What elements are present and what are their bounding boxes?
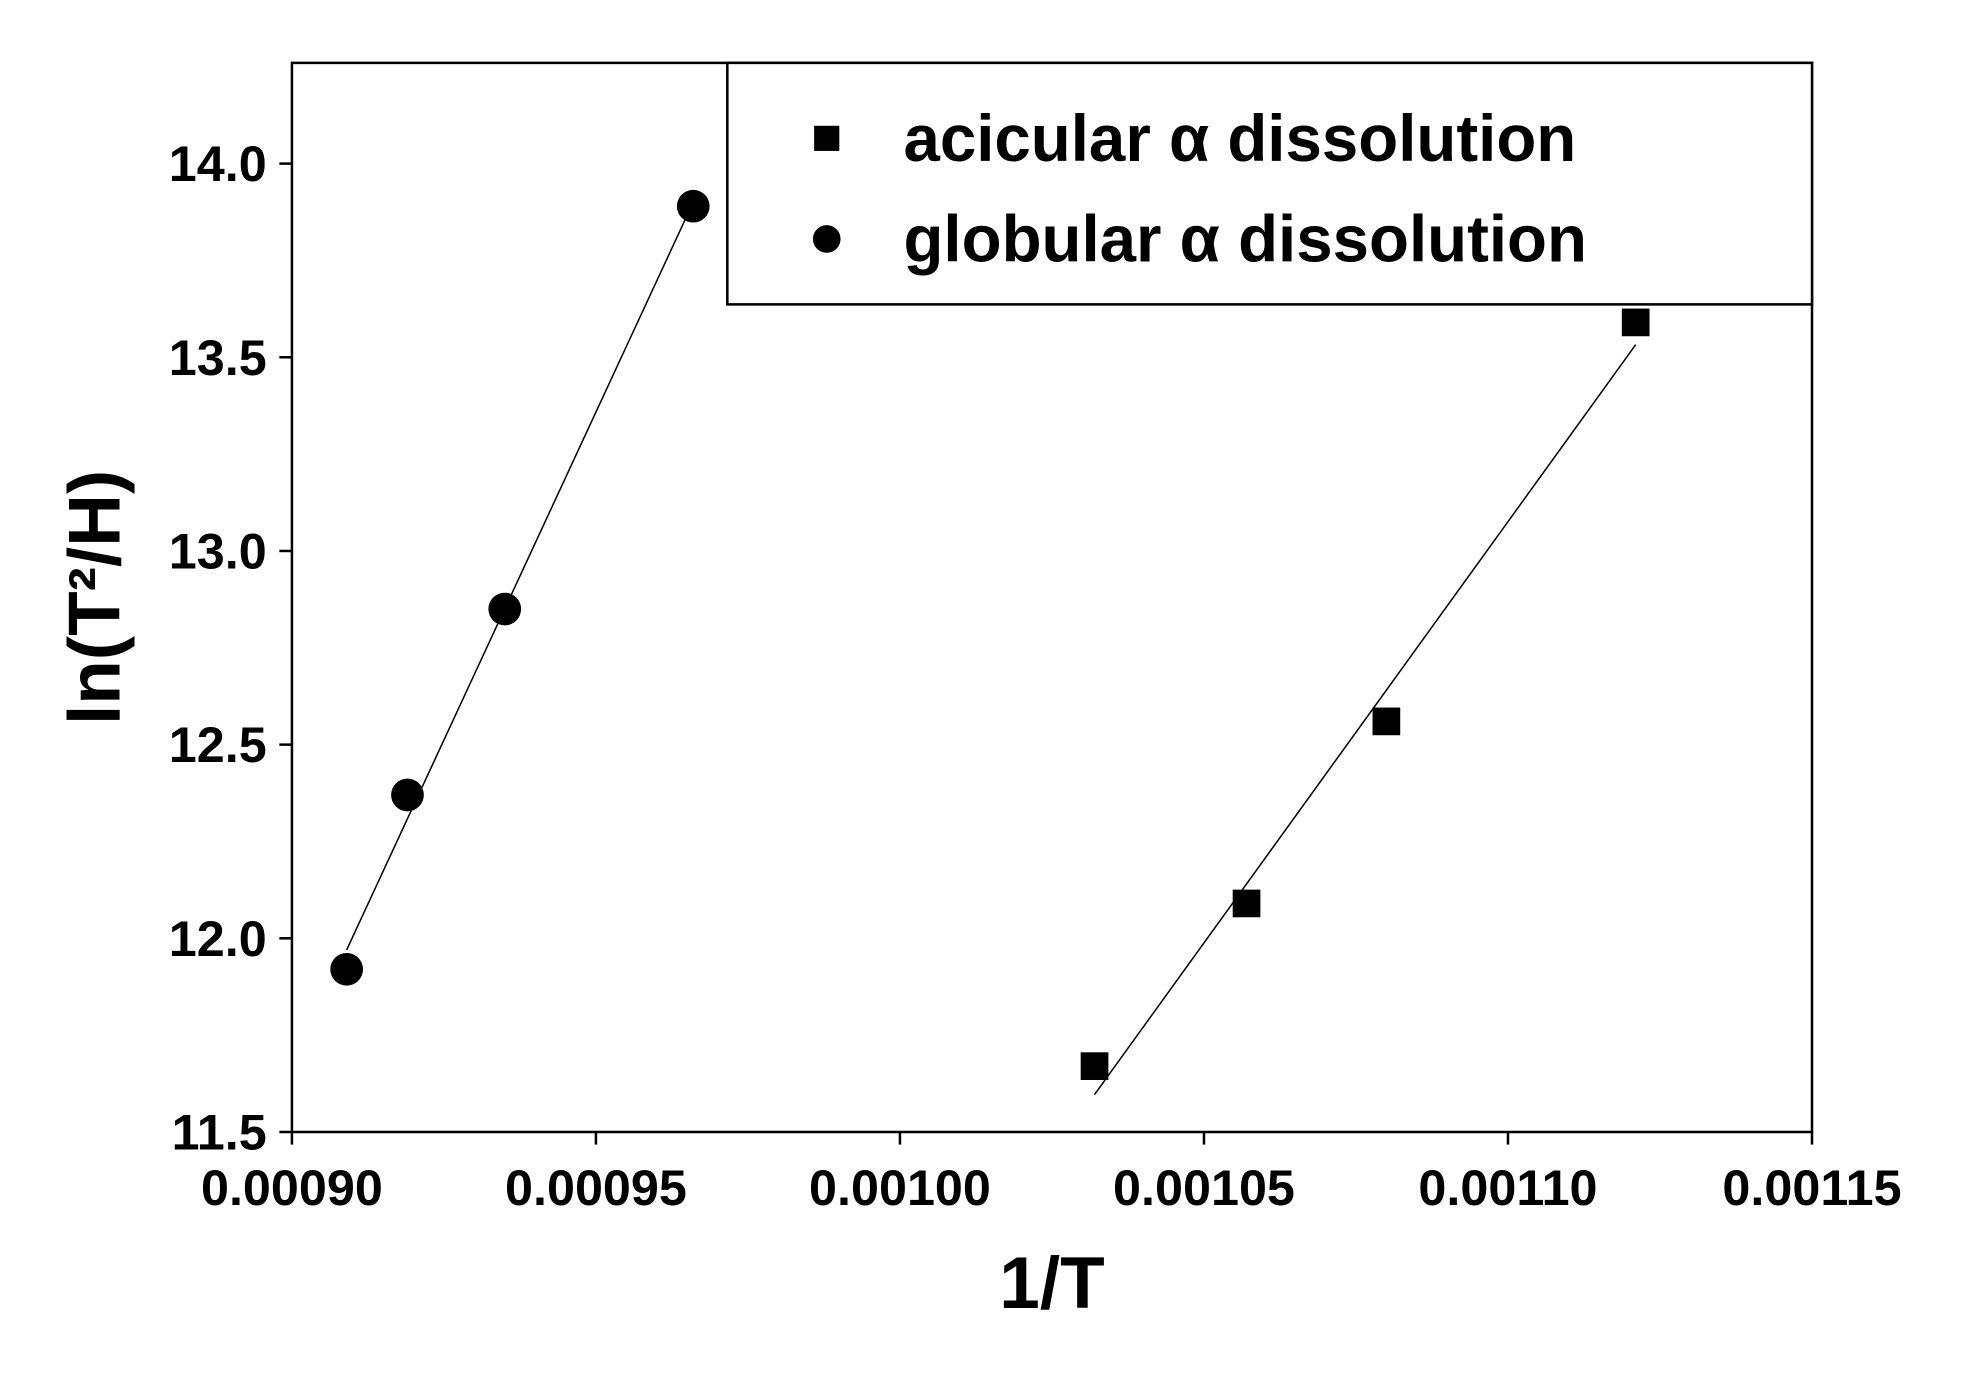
legend-label: acicular α dissolution [903,102,1576,175]
x-tick-label: 0.00100 [809,1159,991,1216]
y-tick-label: 13.5 [169,329,267,386]
legend-marker [812,225,841,253]
x-axis-title: 1/T [999,1243,1104,1324]
legend-label: globular α dissolution [903,203,1587,276]
x-tick-label: 0.00105 [1113,1159,1295,1216]
y-tick-label: 13.0 [169,523,267,580]
legend-marker [814,125,840,151]
y-tick-label: 12.0 [169,910,267,967]
fit-line [1093,344,1637,1096]
point [488,592,522,626]
point [1372,707,1401,736]
x-tick-label: 0.00115 [1722,1159,1901,1216]
point [1080,1052,1109,1080]
y-tick-label: 14.0 [169,135,267,192]
point [391,778,424,812]
y-tick-label: 12.5 [169,716,267,773]
x-tick-label: 0.00110 [1418,1159,1597,1216]
point [1232,889,1261,918]
point [1621,308,1650,337]
y-tick-label: 11.5 [172,1104,267,1161]
y-axis-title: ln(T²/H) [55,470,136,725]
point [330,952,364,986]
fit-line [345,201,694,951]
x-tick-label: 0.00090 [201,1159,383,1216]
legend-box [726,61,1814,306]
x-tick-label: 0.00095 [505,1159,687,1216]
point [676,189,710,223]
